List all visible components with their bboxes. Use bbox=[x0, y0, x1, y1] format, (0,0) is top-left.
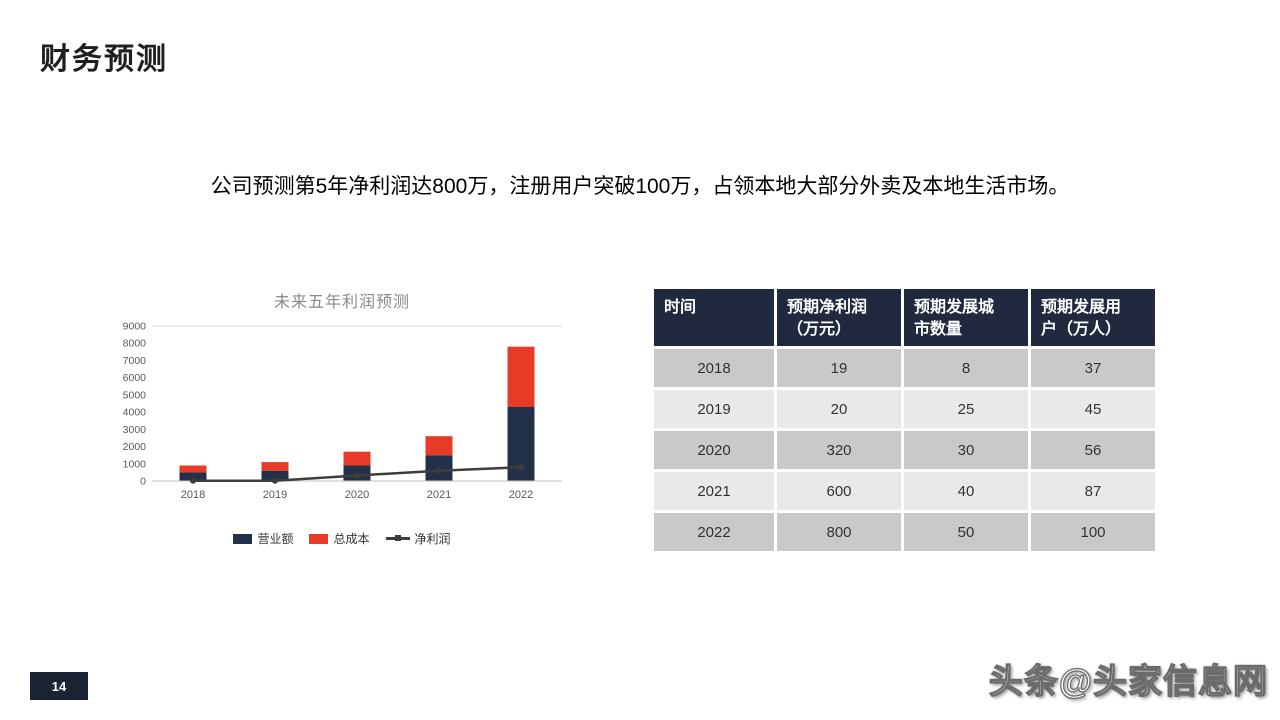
table-cell: 20 bbox=[777, 390, 901, 429]
svg-text:2019: 2019 bbox=[263, 489, 287, 501]
table-header-cell: 预期发展用 户（万人） bbox=[1031, 289, 1155, 347]
table-cell: 19 bbox=[777, 349, 901, 388]
legend-bar-swatch bbox=[309, 533, 329, 544]
table-row: 2018 19 8 37 bbox=[654, 349, 1155, 388]
table-cell: 50 bbox=[904, 513, 1028, 552]
page-number-badge: 14 bbox=[30, 672, 88, 700]
watermark: 头条@头家信息网 bbox=[988, 662, 1268, 701]
chart-title: 未来五年利润预测 bbox=[273, 292, 410, 311]
legend-item: 净利润 bbox=[385, 530, 451, 547]
table-cell: 37 bbox=[1031, 349, 1155, 388]
svg-text:2021: 2021 bbox=[427, 489, 451, 501]
svg-text:8000: 8000 bbox=[123, 338, 147, 350]
svg-text:2000: 2000 bbox=[123, 441, 147, 453]
forecast-table: 时间 预期净利润 （万元） 预期发展城 市数量 预期发展用 户（万人） 2018 19 8… bbox=[651, 286, 1158, 555]
svg-text:2018: 2018 bbox=[181, 489, 205, 501]
legend-item: 总成本 bbox=[309, 530, 370, 547]
svg-text:0: 0 bbox=[140, 476, 146, 488]
legend-item: 营业额 bbox=[233, 530, 293, 547]
svg-text:3000: 3000 bbox=[123, 424, 147, 436]
svg-text:2022: 2022 bbox=[509, 489, 533, 501]
table-row: 2020 320 30 56 bbox=[654, 431, 1155, 470]
table-row: 2022 800 50 100 bbox=[654, 513, 1155, 552]
table-cell: 8 bbox=[904, 349, 1028, 388]
svg-text:7000: 7000 bbox=[123, 355, 147, 367]
table-cell: 40 bbox=[904, 472, 1028, 511]
table-cell: 87 bbox=[1031, 472, 1155, 511]
chart-legend: 营业额 总成本 净利润 bbox=[102, 530, 582, 547]
profit-forecast-chart: 未来五年利润预测 0 1000 2000 3000 4000 5000 6000 7000 80… bbox=[102, 288, 582, 547]
slide-subtitle: 公司预测第5年净利润达800万，注册用户突破100万，占领本地大部分外卖及本地生… bbox=[210, 175, 1070, 198]
svg-text:6000: 6000 bbox=[123, 372, 147, 384]
table-row: 2019 20 25 45 bbox=[654, 390, 1155, 429]
table-cell: 25 bbox=[904, 390, 1028, 429]
svg-text:4000: 4000 bbox=[123, 407, 147, 419]
table-header-cell: 预期净利润 （万元） bbox=[777, 289, 901, 347]
legend-label: 总成本 bbox=[333, 532, 370, 546]
svg-text:9000: 9000 bbox=[123, 321, 147, 333]
table-cell: 2022 bbox=[654, 513, 774, 552]
table-cell: 2018 bbox=[654, 349, 774, 388]
table-cell: 800 bbox=[777, 513, 901, 552]
stacked-bar-line-chart: 0 1000 2000 3000 4000 5000 6000 7000 8000 9000 201… bbox=[123, 321, 562, 501]
svg-text:5000: 5000 bbox=[123, 389, 147, 401]
table-header-cell: 预期发展城 市数量 bbox=[904, 289, 1028, 347]
page-number: 14 bbox=[51, 678, 67, 694]
legend-bar-swatch bbox=[233, 533, 253, 544]
table-cell: 2019 bbox=[654, 390, 774, 429]
table-cell: 2021 bbox=[654, 472, 774, 511]
legend-label: 净利润 bbox=[414, 532, 451, 546]
legend-line-marker bbox=[394, 535, 401, 541]
table-header-row: 时间 预期净利润 （万元） 预期发展城 市数量 预期发展用 户（万人） bbox=[654, 289, 1155, 347]
table-cell: 56 bbox=[1031, 431, 1155, 470]
table-cell: 600 bbox=[777, 472, 901, 511]
table-cell: 2020 bbox=[654, 431, 774, 470]
legend-line-swatch bbox=[385, 535, 410, 541]
table-cell: 100 bbox=[1031, 513, 1155, 552]
table-header-cell: 时间 bbox=[654, 289, 774, 347]
table-row: 2021 600 40 87 bbox=[654, 472, 1155, 511]
table-cell: 45 bbox=[1031, 390, 1155, 429]
table-cell: 320 bbox=[777, 431, 901, 470]
slide-title: 财务预测 bbox=[40, 43, 168, 76]
table-cell: 30 bbox=[904, 431, 1028, 470]
table-head: 时间 预期净利润 （万元） 预期发展城 市数量 预期发展用 户（万人） bbox=[654, 289, 1155, 347]
svg-text:1000: 1000 bbox=[123, 458, 147, 470]
svg-text:2020: 2020 bbox=[345, 489, 369, 501]
table-body: 2018 19 8 37 2019 20 25 45 2020 320 30 56 2021 600 40 8… bbox=[654, 349, 1155, 552]
legend-label: 营业额 bbox=[257, 532, 294, 546]
